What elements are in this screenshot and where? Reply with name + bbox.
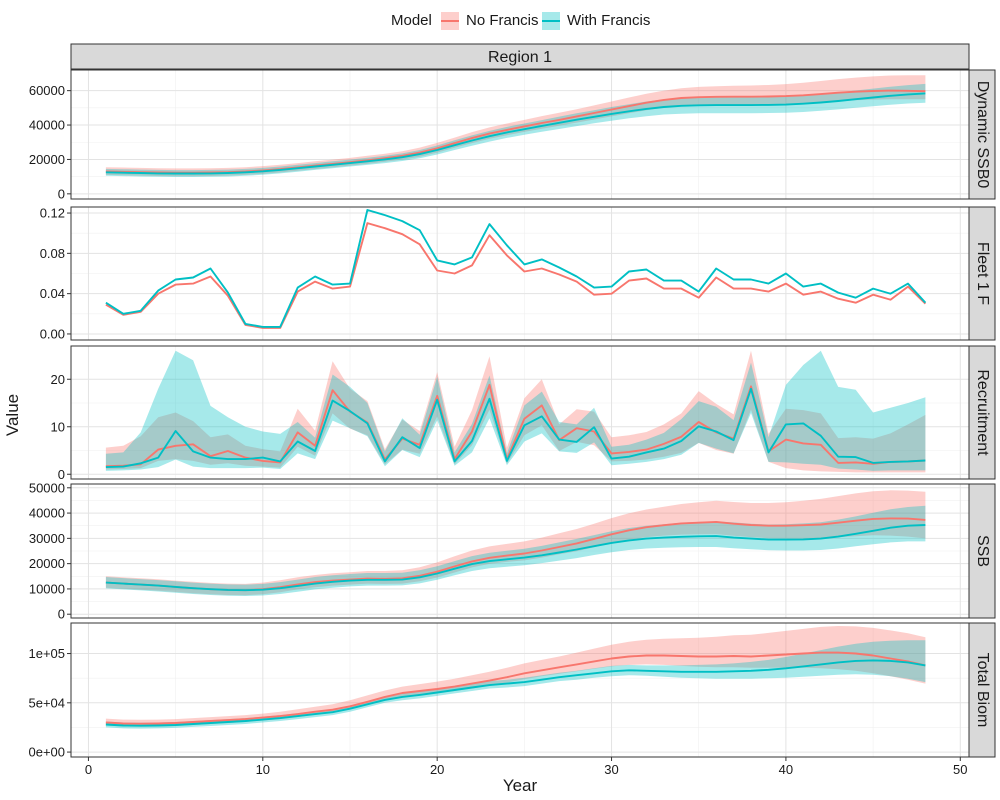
ci-band-no-francis-ssb: [105, 490, 926, 596]
panel-total-biom: Total Biom 0e+00 5e+04 1e+05: [28, 622, 996, 760]
ci-band-with-francis-recruitment: [105, 350, 926, 471]
y-tick-label: 0: [58, 186, 65, 201]
y-tick-label: 0.04: [40, 286, 65, 301]
top-strip: Region 1: [70, 43, 970, 70]
ci-band-with-francis-total-biom: [105, 640, 926, 729]
y-tick-label: 0.08: [40, 246, 65, 261]
legend-title: Model: [391, 12, 432, 29]
y-tick-label: 0: [58, 467, 65, 482]
legend-label-with-francis: With Francis: [567, 12, 650, 29]
y-tick-label: 5e+04: [28, 695, 65, 710]
panel-strip-ssb: SSB: [968, 483, 996, 619]
x-axis-title: Year: [503, 776, 538, 795]
panel-strip-label: Dynamic SSB0: [974, 81, 991, 189]
x-tick-label: 40: [779, 762, 793, 777]
panel-strip-box: [968, 69, 996, 200]
y-tick-label: 20: [51, 372, 65, 387]
y-tick-label: 10000: [29, 581, 65, 596]
panels: Dynamic SSB0 0 20000 40000 60000 Fleet 1 F 0.0…: [28, 69, 996, 760]
panel-strip-box: [968, 345, 996, 480]
panel-grid: [71, 484, 969, 618]
x-axis: 0 10 20 30 40 50: [85, 757, 968, 777]
x-tick-label: 0: [85, 762, 92, 777]
panel-strip-box: [968, 206, 996, 341]
y-tick-label: 40000: [29, 118, 65, 133]
y-tick-label: 1e+05: [28, 646, 65, 661]
series-line-with-francis-ssb: [105, 524, 926, 592]
y-axis-title: Value: [3, 394, 22, 436]
panel-ssb: SSB 0 10000 20000 30000 40000 50000: [29, 480, 996, 622]
panel-grid: [71, 346, 969, 479]
legend-label-no-francis: No Francis: [466, 12, 539, 29]
top-strip-box: [70, 43, 970, 70]
panel-background: [71, 346, 969, 479]
panel-strip-label: SSB: [974, 535, 991, 567]
series-line-no-francis-total-biom: [105, 651, 926, 725]
series-line-with-francis-recruitment: [105, 387, 926, 469]
series-line-no-francis-recruitment: [105, 383, 926, 468]
panel-strip-label: Fleet 1 F: [974, 242, 991, 305]
series-line-with-francis-dynamic-ssb0: [105, 92, 926, 175]
ci-band-no-francis-total-biom: [105, 626, 926, 727]
ci-band-no-francis-dynamic-ssb0: [105, 75, 926, 177]
x-tick-label: 30: [604, 762, 618, 777]
panel-strip-total-biom: Total Biom: [968, 622, 996, 758]
x-tick-label: 20: [430, 762, 444, 777]
y-tick-label: 20000: [29, 556, 65, 571]
top-strip-label: Region 1: [488, 49, 552, 66]
panel-strip-recruitment: Recruitment: [968, 345, 996, 480]
y-tick-label: 50000: [29, 480, 65, 495]
y-tick-label: 30000: [29, 531, 65, 546]
x-tick-label: 10: [256, 762, 270, 777]
panel-recruitment: Recruitment 0 10 20: [51, 345, 996, 482]
legend-item-no-francis: No Francis: [441, 12, 539, 30]
panel-strip-fleet-1-f: Fleet 1 F: [968, 206, 996, 341]
panel-background: [71, 70, 969, 199]
panel-dynamic-ssb0: Dynamic SSB0 0 20000 40000 60000: [29, 69, 996, 201]
series-line-with-francis-fleet-1-f: [105, 209, 927, 328]
y-tick-label: 60000: [29, 83, 65, 98]
panel-strip-label: Recruitment: [974, 369, 991, 456]
y-tick-label: 20000: [29, 152, 65, 167]
panel-background: [71, 623, 969, 757]
panel-strip-dynamic-ssb0: Dynamic SSB0: [968, 69, 996, 200]
y-tick-label: 10: [51, 419, 65, 434]
y-tick-label: 0e+00: [28, 745, 65, 760]
panel-fleet-1-f: Fleet 1 F 0.00 0.04 0.08 0.12: [40, 206, 996, 341]
y-tick-label: 0: [58, 607, 65, 622]
y-tick-label: 0.12: [40, 206, 65, 221]
panel-strip-box: [968, 483, 996, 619]
y-tick-label: 0.00: [40, 326, 65, 341]
legend-item-with-francis: With Francis: [542, 12, 650, 30]
series-line-with-francis-total-biom: [105, 659, 926, 727]
panel-grid: [71, 207, 969, 340]
y-tick-label: 40000: [29, 506, 65, 521]
ci-band-with-francis-ssb: [105, 505, 926, 596]
panel-strip-box: [968, 622, 996, 758]
panel-grid: [71, 70, 969, 199]
legend: Model No Francis With Francis: [391, 12, 650, 30]
panel-strip-label: Total Biom: [974, 653, 991, 728]
x-tick-label: 50: [953, 762, 967, 777]
